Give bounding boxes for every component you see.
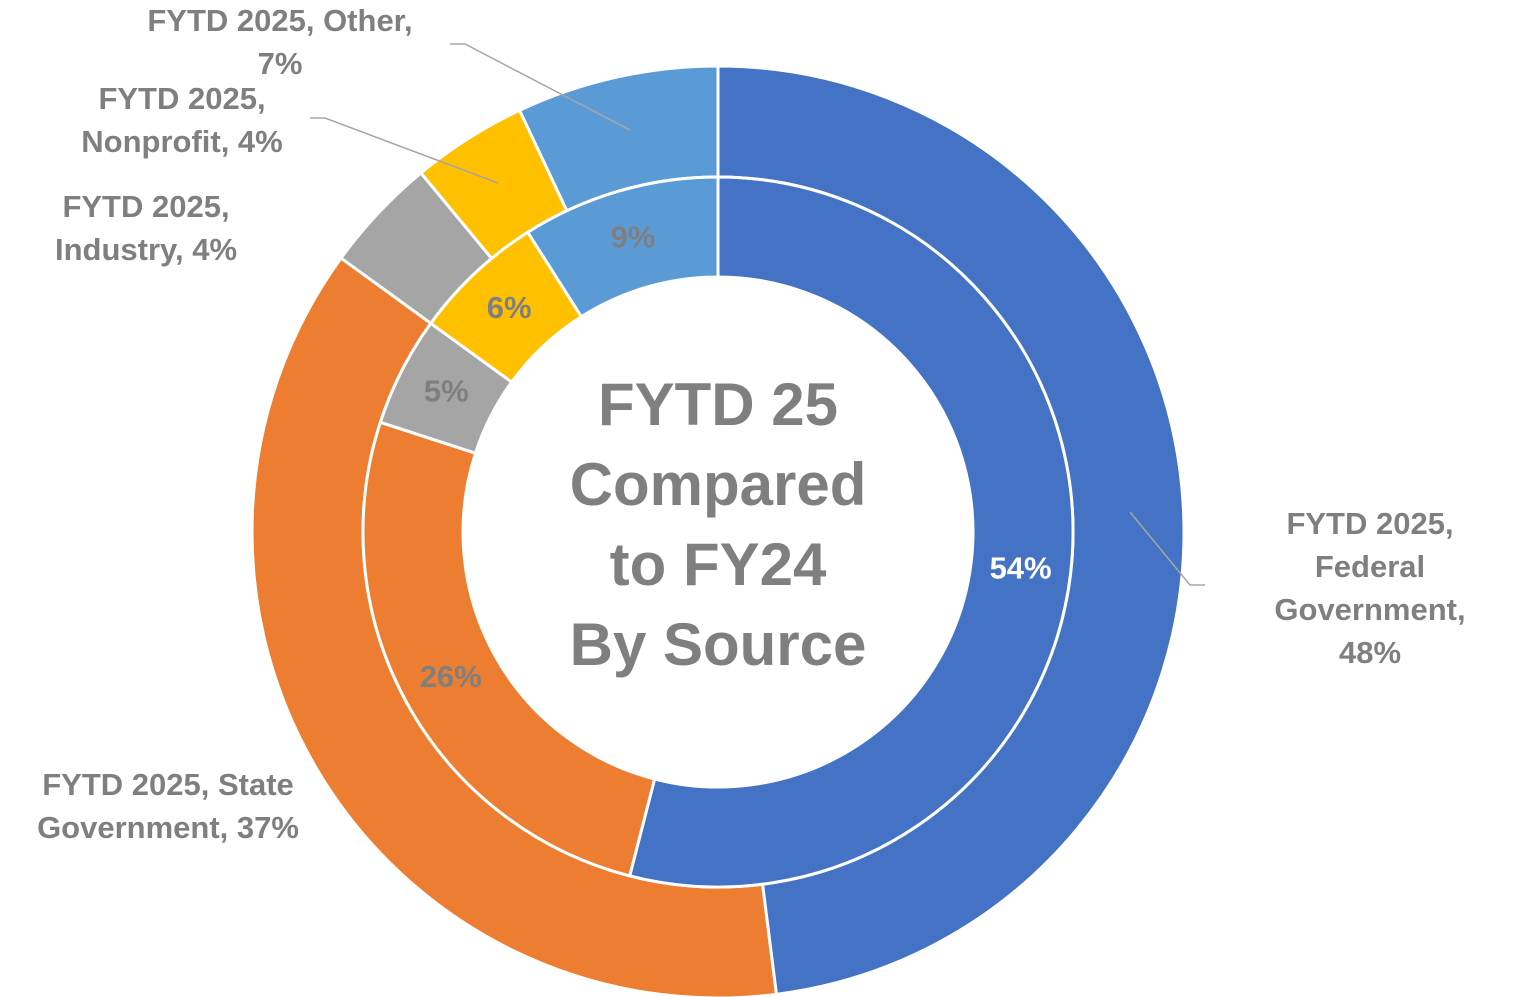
donut-slice xyxy=(361,420,657,878)
donut-slice xyxy=(525,175,720,319)
chart-title: FYTD 25 Compared to FY24 By Source xyxy=(569,371,867,678)
data-label: 9% xyxy=(611,219,656,254)
data-label: 6% xyxy=(487,290,532,325)
data-label: 54% xyxy=(990,550,1052,585)
data-label: FYTD 2025, Other, 7% xyxy=(147,3,413,81)
data-label: 5% xyxy=(424,374,469,409)
leader-line xyxy=(1129,511,1205,586)
data-label: FYTD 2025, Nonprofit, 4% xyxy=(81,81,283,159)
data-label: FYTD 2025, Federal Government, 48% xyxy=(1274,506,1466,670)
donut-slice xyxy=(627,175,1075,889)
leader-line xyxy=(450,43,631,131)
leader-line xyxy=(310,117,499,184)
data-label: FYTD 2025, Industry, 4% xyxy=(54,189,238,267)
data-label: 26% xyxy=(420,659,482,694)
data-label: FYTD 2025, State Government, 37% xyxy=(37,767,299,845)
